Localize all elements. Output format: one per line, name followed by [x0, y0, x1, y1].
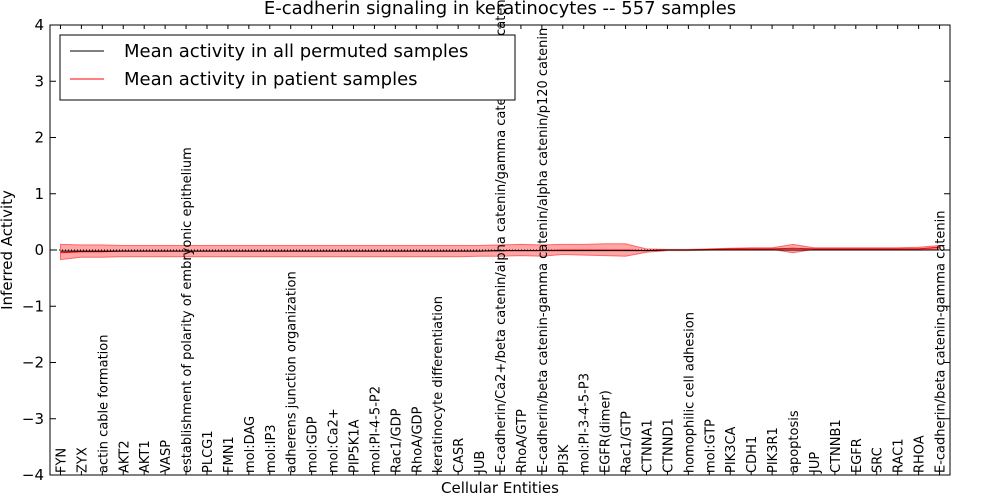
legend-entry-patient: Mean activity in patient samples	[124, 69, 418, 90]
x-category-label: mol:GDP	[306, 416, 321, 473]
x-category-label: VASP	[159, 440, 174, 473]
x-category-label: JUB	[473, 451, 488, 474]
x-category-label: mol:DAG	[243, 416, 258, 473]
x-category-label: mol:PI-4-5-P2	[368, 386, 383, 473]
x-category-label: apoptosis	[787, 410, 802, 473]
y-tick-label: 1	[34, 185, 44, 203]
x-axis-label: Cellular Entities	[441, 479, 559, 497]
x-category-label: RhoA/GDP	[410, 406, 425, 473]
x-category-label: CASR	[452, 438, 467, 473]
x-category-label: E-cadherin/beta catenin-gamma catenin/al…	[536, 28, 551, 473]
x-category-label: EGFR(dimer)	[599, 390, 614, 473]
x-category-label: mol:GTP	[703, 419, 718, 473]
x-category-label: keratinocyte differentiation	[431, 296, 446, 473]
y-tick-label: 2	[34, 129, 44, 147]
legend: Mean activity in all permuted samples Me…	[59, 34, 516, 101]
chart-title: E-cadherin signaling in keratinocytes --…	[264, 0, 736, 19]
x-category-label: FYN	[54, 448, 69, 473]
series-band-patient	[60, 243, 940, 261]
x-category-label: PIP5K1A	[347, 419, 362, 473]
x-axis: FYN ZYX actin cable formation AKT2 AKT1 VASP e…	[54, 0, 949, 475]
x-category-label: homophilic cell adhesion	[682, 312, 697, 473]
plot-area	[50, 243, 950, 261]
x-category-label: EGFR	[850, 438, 865, 473]
x-category-label: CTNNB1	[829, 419, 844, 473]
y-tick-label: 4	[34, 16, 44, 34]
x-category-label: AKT2	[117, 440, 132, 473]
x-category-label: mol:PI-3-4-5-P3	[578, 373, 593, 473]
x-category-label: mol:Ca2+	[327, 408, 342, 473]
x-category-label: SRC	[871, 447, 886, 473]
y-tick-label: −4	[22, 466, 44, 484]
x-category-label: CTNNA1	[641, 419, 656, 473]
x-category-label: establishment of polarity of embryonic e…	[180, 147, 195, 473]
y-tick-label: −1	[22, 297, 44, 315]
x-category-label: Rac1/GDP	[389, 408, 404, 473]
series-line-permuted	[60, 249, 940, 252]
x-category-label: RhoA/GTP	[515, 409, 530, 473]
y-tick-label: −3	[22, 410, 44, 428]
x-category-label: actin cable formation	[96, 335, 111, 473]
legend-entry-permuted: Mean activity in all permuted samples	[124, 41, 468, 62]
x-category-label: Rac1/GTP	[620, 411, 635, 473]
x-category-label: adherens junction organization	[285, 271, 300, 473]
y-axis: −4 −3 −2 −1 0 1 2 3 4	[22, 16, 950, 484]
x-category-label: PLCG1	[201, 430, 216, 473]
y-axis-label: Inferred Activity	[0, 190, 16, 310]
x-category-label: AKT1	[138, 440, 153, 473]
legend-box	[59, 34, 516, 101]
y-tick-label: −2	[22, 354, 44, 372]
y-tick-label: 3	[34, 72, 44, 90]
x-category-label: CTNND1	[661, 418, 676, 473]
x-category-label: CDH1	[745, 436, 760, 473]
x-category-label: FMN1	[222, 436, 237, 473]
x-category-label: ZYX	[75, 447, 90, 473]
x-category-label: RAC1	[892, 438, 907, 473]
x-category-label: JUP	[808, 452, 823, 474]
x-category-label: E-cadherin/beta catenin-gamma catenin	[934, 211, 949, 473]
x-category-label: RHOA	[913, 435, 928, 473]
y-tick-label: 0	[34, 241, 44, 259]
x-category-label: PIK3R1	[766, 427, 781, 473]
x-category-label: PIK3CA	[724, 426, 739, 473]
x-category-label: PI3K	[557, 444, 572, 473]
x-category-label: mol:IP3	[264, 424, 279, 473]
x-category-label: E-cadherin/Ca2+/beta catenin/alpha caten…	[494, 0, 509, 473]
